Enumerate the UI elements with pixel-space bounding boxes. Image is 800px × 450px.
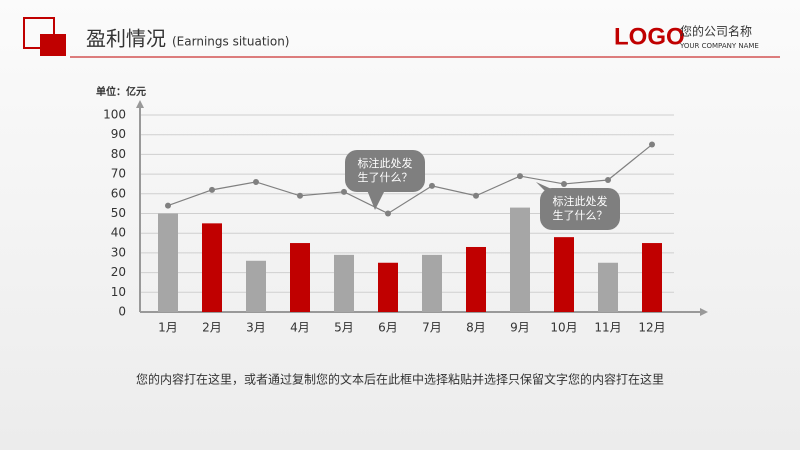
line-point bbox=[605, 177, 611, 184]
callout bbox=[345, 150, 425, 192]
y-tick-label: 0 bbox=[118, 305, 126, 319]
x-axis-arrow bbox=[700, 308, 708, 316]
y-tick-label: 10 bbox=[111, 285, 126, 299]
bar bbox=[202, 223, 222, 312]
line-point bbox=[473, 192, 479, 199]
x-tick-label: 8月 bbox=[466, 321, 486, 335]
x-tick-label: 10月 bbox=[550, 321, 577, 335]
line-point bbox=[165, 202, 171, 209]
y-tick-label: 30 bbox=[111, 245, 126, 259]
line-point bbox=[517, 173, 523, 180]
x-tick-label: 4月 bbox=[290, 321, 310, 335]
bar bbox=[334, 254, 354, 312]
icon-frame bbox=[23, 17, 55, 49]
callout-tail bbox=[536, 182, 558, 194]
line bbox=[167, 144, 653, 215]
y-tick-label: 70 bbox=[111, 167, 126, 181]
bar bbox=[378, 262, 398, 312]
callout-tail bbox=[367, 190, 385, 210]
bar bbox=[510, 207, 530, 312]
bar bbox=[598, 262, 618, 312]
bar bbox=[466, 246, 486, 312]
title: 盈利情况 bbox=[86, 27, 166, 51]
y-tick-label: 20 bbox=[111, 265, 126, 279]
y-tick-label: 60 bbox=[111, 186, 126, 200]
line-point bbox=[561, 180, 567, 187]
line-point bbox=[297, 192, 303, 199]
logo: LOGO bbox=[614, 23, 685, 50]
x-tick-label: 5月 bbox=[334, 321, 354, 335]
callout bbox=[540, 188, 620, 230]
x-tick-label: 11月 bbox=[594, 321, 621, 335]
line-point bbox=[385, 210, 391, 217]
callout-text: 标注此处发生了什么？ bbox=[358, 156, 413, 184]
bar bbox=[422, 254, 442, 312]
x-tick-label: 7月 bbox=[422, 321, 442, 335]
x-tick-label: 3月 bbox=[246, 321, 266, 335]
y-tick-label: 50 bbox=[111, 206, 126, 220]
bar bbox=[554, 237, 574, 312]
x-tick-label: 2月 bbox=[202, 321, 222, 335]
line-point bbox=[429, 182, 435, 189]
y-tick-label: 40 bbox=[111, 226, 126, 240]
bar bbox=[158, 213, 178, 312]
company-en: YOUR COMPANY NAME bbox=[679, 42, 759, 50]
line-point bbox=[209, 186, 215, 193]
company: 您的公司名称 bbox=[680, 24, 752, 39]
y-axis-arrow bbox=[136, 100, 144, 108]
x-tick-label: 9月 bbox=[510, 321, 530, 335]
icon-block bbox=[40, 34, 66, 56]
line-point bbox=[649, 141, 655, 148]
x-tick-label: 6月 bbox=[378, 321, 398, 335]
y-tick-label: 100 bbox=[103, 108, 126, 122]
x-tick-label: 12月 bbox=[638, 321, 665, 335]
y-tick-label: 80 bbox=[111, 147, 126, 161]
line-point bbox=[341, 188, 347, 195]
subtitle: (Earnings situation) bbox=[172, 35, 290, 49]
y-tick-label: 90 bbox=[111, 127, 126, 141]
line-point bbox=[253, 178, 259, 185]
bar bbox=[246, 260, 266, 312]
unit: 单位：亿元 bbox=[96, 85, 146, 98]
callout-text: 标注此处发生了什么？ bbox=[553, 194, 608, 222]
bar bbox=[642, 243, 662, 312]
footer: 您的内容打在这里，或者通过复制您的文本后在此框中选择粘贴并选择只保留文字您的内容… bbox=[136, 372, 664, 387]
x-tick-label: 1月 bbox=[158, 321, 178, 335]
bar bbox=[290, 243, 310, 312]
